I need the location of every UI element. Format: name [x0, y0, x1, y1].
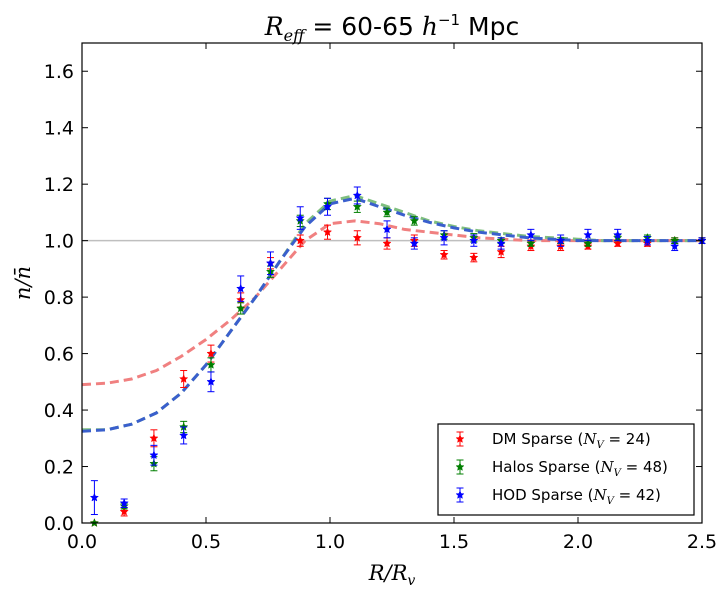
x-axis-label: R/Rv [368, 561, 416, 589]
data-point [206, 360, 216, 369]
data-point [469, 252, 479, 262]
y-tick-label: 0.2 [44, 457, 74, 479]
y-tick-label: 0.6 [44, 344, 74, 366]
data-point [236, 303, 246, 313]
data-point [179, 430, 189, 440]
data-point [322, 201, 333, 211]
data-point [409, 216, 419, 225]
data-point [382, 207, 392, 217]
legend-label: Halos Sparse (NV = 48) [492, 458, 668, 479]
y-tick-label: 1.4 [44, 118, 74, 140]
x-tick-label: 2.5 [687, 531, 717, 553]
plot-frame [81, 42, 703, 524]
data-point [89, 492, 100, 502]
legend-entry: HOD Sparse (NV = 42) [455, 486, 661, 507]
data-point [583, 238, 593, 248]
legend: DM Sparse (NV = 24) Halos Sparse (NV = 48… [437, 423, 695, 516]
data-point [642, 235, 653, 245]
x-tick-label: 1.5 [439, 531, 469, 553]
data-point [295, 235, 305, 245]
legend-box [437, 423, 695, 516]
axis-ticks: 0.0 0.5 1.0 1.5 2.0 2.5 0.0 0.2 0.4 0.6 0.8 1.0 1.2 1… [44, 43, 717, 553]
data-point [526, 230, 536, 239]
data-point [382, 238, 392, 248]
data-point [149, 433, 159, 443]
data-point [352, 190, 362, 200]
y-tick-label: 1.2 [44, 174, 74, 196]
y-tick-label: 1.6 [44, 61, 74, 83]
y-tick-label: 1.0 [44, 231, 74, 253]
data-point [409, 238, 419, 248]
data-point [149, 450, 159, 460]
legend-entry: DM Sparse (NV = 24) [455, 430, 651, 451]
x-tick-label: 0.5 [191, 531, 221, 553]
legend-marker [455, 434, 465, 443]
legend-label: HOD Sparse (NV = 42) [492, 486, 661, 507]
data-point [382, 224, 392, 234]
data-point [265, 258, 276, 268]
fit-lines [82, 193, 702, 433]
data-point [352, 201, 362, 211]
legend-entry: Halos Sparse (NV = 48) [455, 458, 668, 479]
y-axis-label: n/n̄ [11, 266, 35, 300]
data-point [119, 498, 129, 508]
y-tick-label: 0.0 [44, 513, 74, 535]
data-point [206, 348, 216, 358]
x-tick-label: 2.0 [563, 531, 593, 553]
data-point [295, 213, 305, 223]
data-point [496, 247, 506, 256]
legend-label: DM Sparse (NV = 24) [492, 430, 651, 451]
data-point [179, 374, 189, 383]
data-point [119, 506, 129, 516]
legend-marker [455, 462, 465, 471]
data-point [439, 232, 449, 242]
data-point [236, 283, 246, 293]
y-tick-label: 0.8 [44, 287, 74, 309]
legend-marker [455, 490, 465, 499]
data-point [555, 235, 566, 245]
data-point [670, 241, 680, 251]
data-point [526, 238, 536, 248]
data-point [469, 235, 479, 245]
x-tick-label: 0.0 [67, 531, 97, 553]
data-point [352, 232, 362, 242]
data-point [322, 227, 333, 237]
data-point [496, 238, 506, 248]
fit-line [82, 196, 702, 433]
chart-title: Reff = 60-65 h−1 Mpc [264, 11, 519, 45]
fit-line [82, 219, 702, 387]
data-point [439, 249, 449, 259]
data-point [613, 230, 623, 239]
data-series [89, 186, 707, 527]
data-point [613, 238, 623, 248]
data-point [206, 376, 216, 386]
data-point [583, 230, 593, 239]
y-tick-label: 0.4 [44, 400, 74, 422]
x-tick-label: 1.0 [315, 531, 345, 553]
